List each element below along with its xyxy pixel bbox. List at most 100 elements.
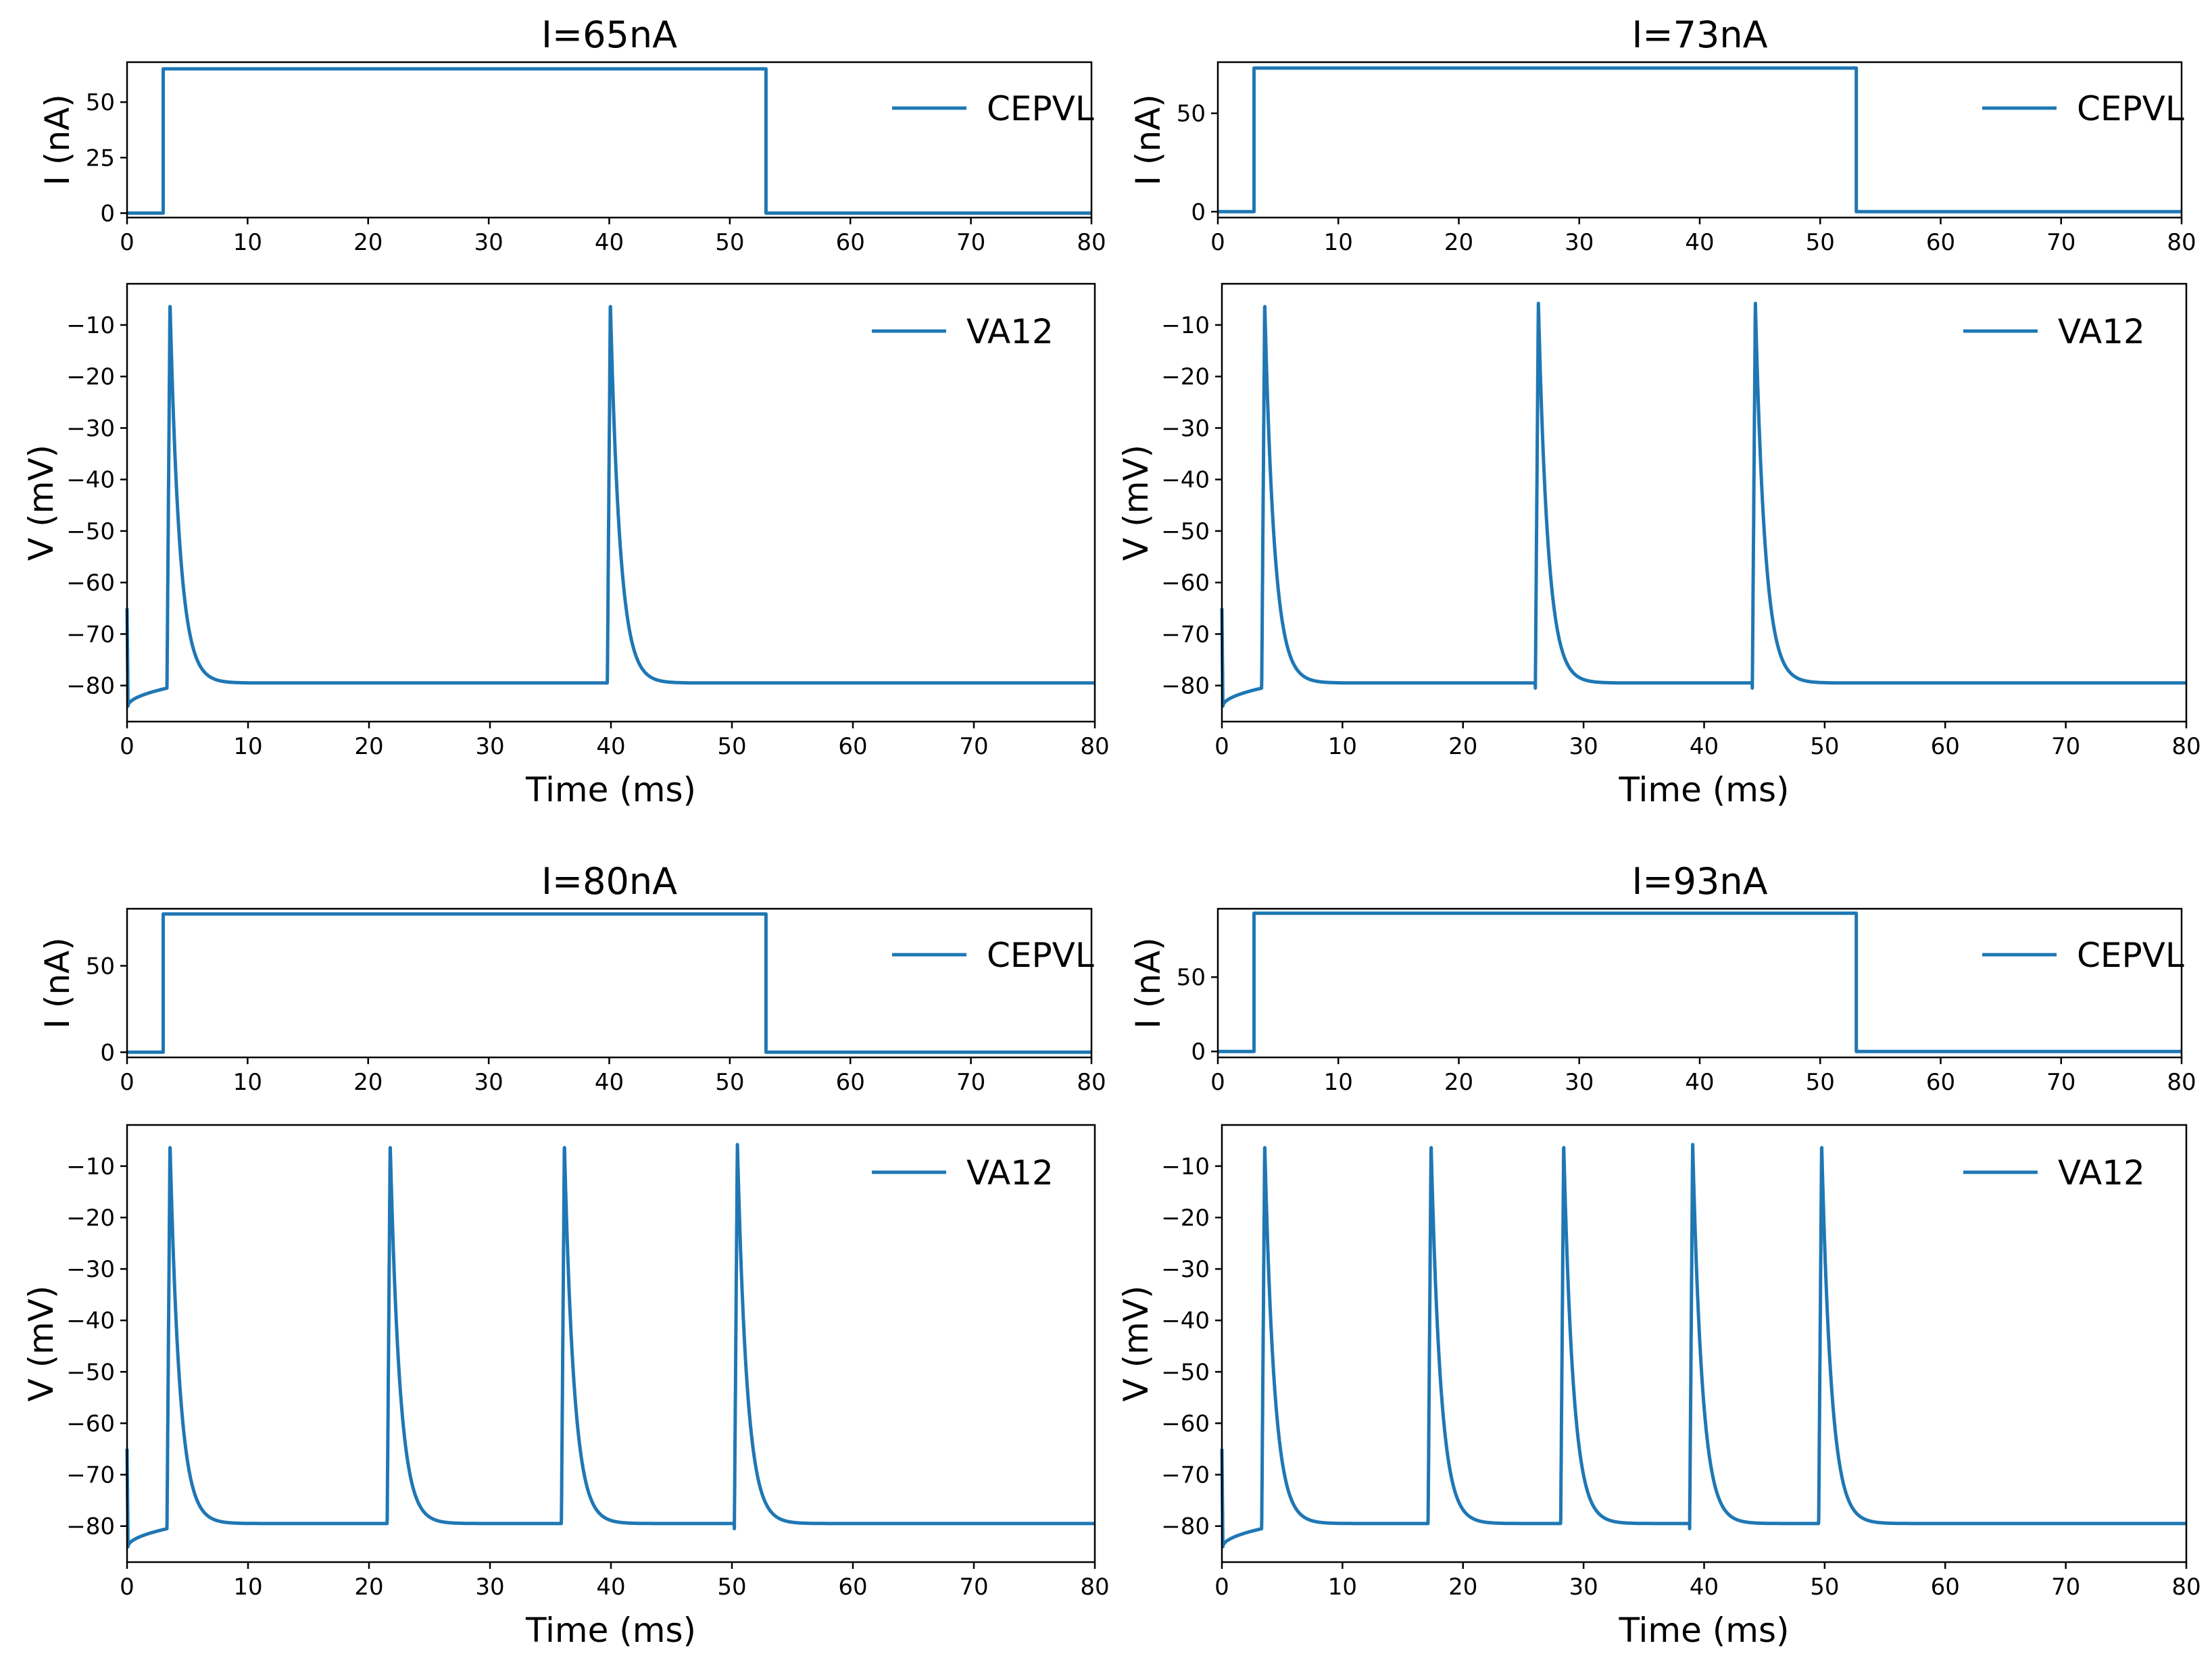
x-tick-label: 80 [2167, 229, 2196, 256]
x-tick-label: 20 [354, 1574, 383, 1601]
x-axis-label: Time (ms) [1618, 770, 1789, 809]
x-tick-label: 50 [1806, 1069, 1835, 1096]
x-tick-label: 60 [836, 1069, 865, 1096]
legend-label: CEPVL [2077, 89, 2184, 128]
x-tick-label: 30 [474, 229, 503, 256]
series-line-cepvl [1218, 911, 2182, 1053]
y-tick-label: 0 [1191, 199, 1206, 226]
x-tick-label: 10 [1324, 1069, 1353, 1096]
x-tick-label: 60 [1926, 229, 1955, 256]
axes-4: 0 10 20 30 40 50 60 70 80 0 50 I (nA) I=80nA CEPVL [38, 860, 1106, 1096]
axes-frame [126, 1124, 1096, 1563]
axes-frame [1216, 907, 2183, 1059]
x-tick-label: 20 [353, 229, 383, 256]
y-axis-label: I (nA) [38, 937, 77, 1029]
x-tick-label: 40 [596, 1574, 625, 1601]
x-tick-label: 40 [1690, 1574, 1719, 1601]
legend-label: VA12 [966, 1153, 1054, 1193]
y-tick-label: 0 [100, 200, 115, 227]
y-tick-label: 50 [1177, 964, 1206, 991]
panel-title: I=65nA [541, 14, 677, 56]
x-tick-label: 50 [715, 229, 744, 256]
x-tick-label: 60 [1931, 1574, 1960, 1601]
y-tick-label: −50 [1161, 518, 1210, 545]
series-line-cepvl [127, 912, 1091, 1054]
x-tick-label: 60 [1926, 1069, 1955, 1096]
x-tick-label: 70 [2046, 1069, 2075, 1096]
axes-frame [1221, 1124, 2188, 1563]
y-axis-label: V (mV) [1116, 445, 1156, 561]
axes-7: 0 10 20 30 40 50 60 70 80 −10 −20 −30 −40 −50 −60 −70 −8… [1116, 1124, 2201, 1650]
x-tick-label: 70 [956, 229, 985, 256]
x-tick-label: 70 [959, 1574, 988, 1601]
x-tick-label: 40 [1685, 1069, 1714, 1096]
x-tick-label: 20 [1444, 1069, 1473, 1096]
x-tick-label: 50 [1806, 229, 1835, 256]
axes-5: 0 10 20 30 40 50 60 70 80 −10 −20 −30 −40 −50 −60 −70 −8… [22, 1124, 1110, 1650]
x-tick-label: 80 [2171, 733, 2201, 760]
y-tick-label: −70 [1161, 1462, 1210, 1489]
x-tick-label: 20 [1444, 229, 1473, 256]
x-tick-label: 10 [1324, 229, 1353, 256]
panel-title: I=73nA [1631, 14, 1767, 56]
y-tick-label: −80 [1161, 1513, 1210, 1540]
legend-label: VA12 [2058, 312, 2145, 351]
x-tick-label: 30 [1565, 229, 1594, 256]
x-tick-label: 20 [1448, 1574, 1477, 1601]
x-tick-label: 70 [956, 1069, 985, 1096]
series-line-va12 [125, 1143, 1097, 1549]
y-tick-label: −80 [66, 1513, 115, 1540]
x-tick-label: 10 [233, 1069, 262, 1096]
axes-3: 0 10 20 30 40 50 60 70 80 −10 −20 −30 −40 −50 −60 −70 −8… [1116, 282, 2201, 809]
x-tick-label: 10 [233, 1574, 262, 1601]
legend-label: VA12 [2058, 1153, 2145, 1193]
y-tick-label: −60 [66, 1410, 115, 1437]
x-tick-label: 80 [1077, 229, 1106, 256]
x-tick-label: 40 [1685, 229, 1714, 256]
x-axis-label: Time (ms) [525, 770, 696, 809]
series-line-va12 [1220, 1143, 2188, 1549]
x-tick-label: 0 [1214, 733, 1229, 760]
x-tick-label: 60 [838, 733, 867, 760]
y-axis-label: I (nA) [38, 94, 77, 186]
legend-label: CEPVL [2077, 936, 2184, 975]
x-tick-label: 60 [838, 1574, 867, 1601]
x-tick-label: 80 [1077, 1069, 1106, 1096]
y-tick-label: −70 [66, 621, 115, 648]
y-tick-label: −40 [1161, 1307, 1210, 1334]
x-tick-label: 60 [1931, 733, 1960, 760]
x-tick-label: 70 [959, 733, 988, 760]
x-tick-label: 30 [1569, 1574, 1598, 1601]
y-axis-label: V (mV) [1116, 1285, 1156, 1401]
axes-frame [126, 907, 1093, 1059]
x-tick-label: 50 [717, 1574, 746, 1601]
x-tick-label: 70 [2051, 1574, 2080, 1601]
y-tick-label: 50 [86, 89, 115, 116]
x-tick-label: 30 [1565, 1069, 1594, 1096]
axes-frame [1216, 61, 2183, 219]
series-line-cepvl [127, 67, 1091, 215]
y-tick-label: 0 [1191, 1038, 1206, 1066]
axes-frame [1221, 282, 2188, 723]
x-tick-label: 50 [717, 733, 746, 760]
x-tick-label: 60 [836, 229, 865, 256]
x-tick-label: 50 [1810, 733, 1839, 760]
x-tick-label: 40 [595, 1069, 624, 1096]
y-tick-label: −70 [66, 1462, 115, 1489]
x-tick-label: 30 [475, 1574, 504, 1601]
y-tick-label: −10 [1161, 1153, 1210, 1180]
y-tick-label: −30 [1161, 1256, 1210, 1283]
x-tick-label: 0 [1210, 1069, 1225, 1096]
y-tick-label: −50 [66, 1359, 115, 1386]
legend-label: VA12 [966, 312, 1054, 351]
x-tick-label: 0 [1210, 229, 1225, 256]
y-axis-label: V (mV) [22, 445, 61, 561]
x-tick-label: 40 [1690, 733, 1719, 760]
y-axis-label: I (nA) [1129, 94, 1168, 186]
series-line-va12 [125, 305, 1097, 708]
x-tick-label: 0 [120, 1069, 134, 1096]
y-tick-label: 50 [1177, 101, 1206, 128]
axes-6: 0 10 20 30 40 50 60 70 80 0 50 I (nA) I=93nA CEPVL [1129, 860, 2196, 1096]
y-tick-label: −20 [1161, 364, 1210, 391]
